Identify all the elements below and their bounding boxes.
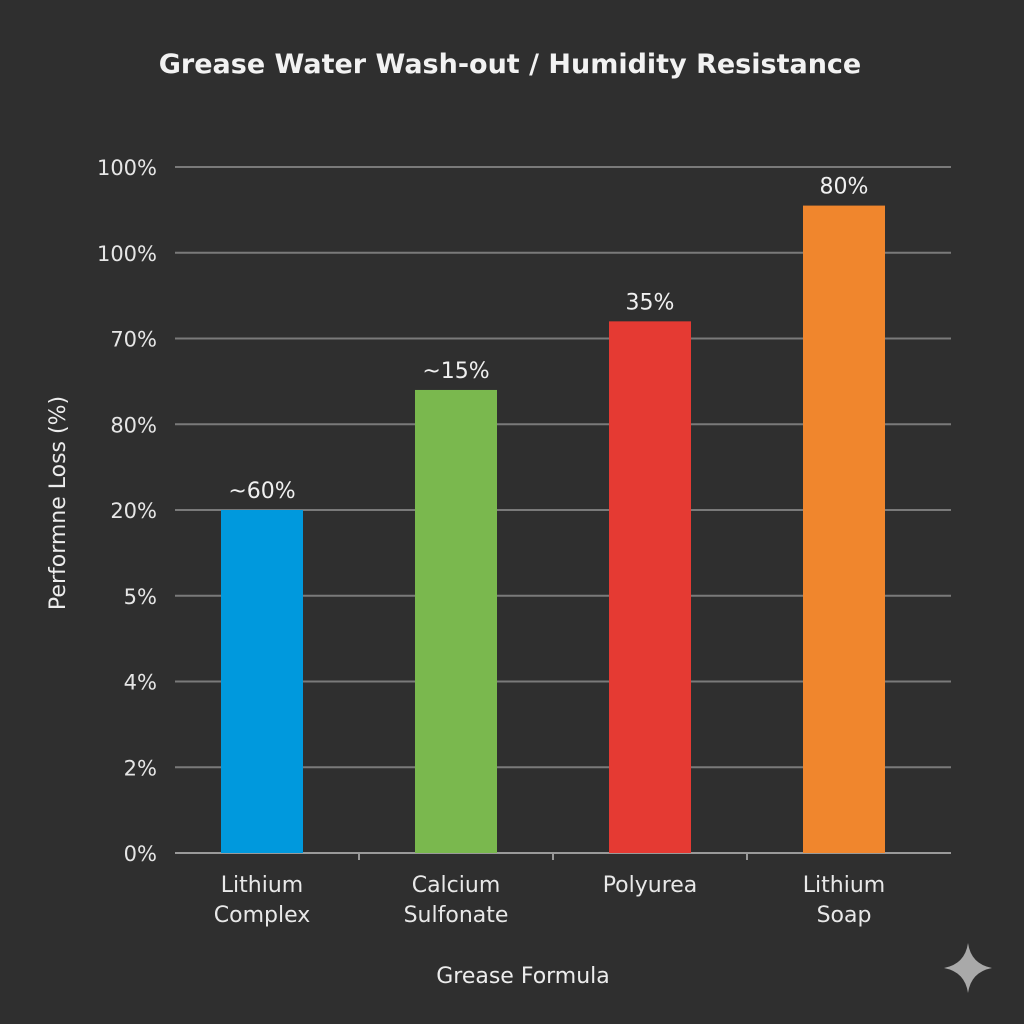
y-tick-label: 100% [97, 156, 157, 180]
y-axis-label: Performne Loss (%) [46, 396, 71, 610]
bar-value-label: ~15% [422, 359, 489, 384]
y-tick-label: 0% [124, 842, 157, 866]
x-category-label: Polyurea [603, 873, 698, 898]
category-label-line: Calcium [412, 873, 501, 898]
bar [609, 321, 691, 854]
gridlines [175, 166, 951, 860]
bar [415, 389, 497, 853]
y-axis-ticks: 0% 2% 4% 5% 20% 80% 70% 100% 100% [97, 156, 157, 866]
category-label-line: Lithium [803, 873, 885, 898]
x-axis-label: Grease Formula [436, 964, 610, 989]
sparkle-icon [944, 943, 992, 993]
bar [221, 510, 303, 853]
data-labels: ~60% ~15% 35% 80% [228, 175, 868, 504]
bar-value-label: 35% [626, 290, 675, 315]
bar-value-label: 80% [820, 175, 869, 200]
y-tick-label: 70% [110, 328, 157, 352]
bar-value-label: ~60% [228, 479, 295, 504]
x-category-label: Calcium Sulfonate [404, 873, 509, 928]
category-label-line: Polyurea [603, 873, 698, 898]
chart-title: Grease Water Wash-out / Humidity Resista… [159, 49, 862, 80]
y-tick-label: 2% [124, 756, 157, 780]
y-tick-label: 100% [97, 242, 157, 266]
y-tick-label: 5% [124, 585, 157, 609]
y-tick-label: 80% [110, 413, 157, 437]
category-label-line: Soap [817, 903, 872, 928]
category-label-line: Complex [214, 903, 311, 928]
x-axis-categories: Lithium Complex Calcium Sulfonate Polyurea Li… [214, 873, 885, 928]
x-category-label: Lithium Complex [214, 873, 311, 928]
bars [221, 205, 885, 854]
bar [803, 205, 885, 853]
y-tick-label: 4% [124, 671, 157, 695]
y-tick-label: 20% [110, 499, 157, 523]
category-label-line: Lithium [221, 873, 303, 898]
x-category-label: Lithium Soap [803, 873, 885, 928]
category-label-line: Sulfonate [404, 903, 509, 928]
